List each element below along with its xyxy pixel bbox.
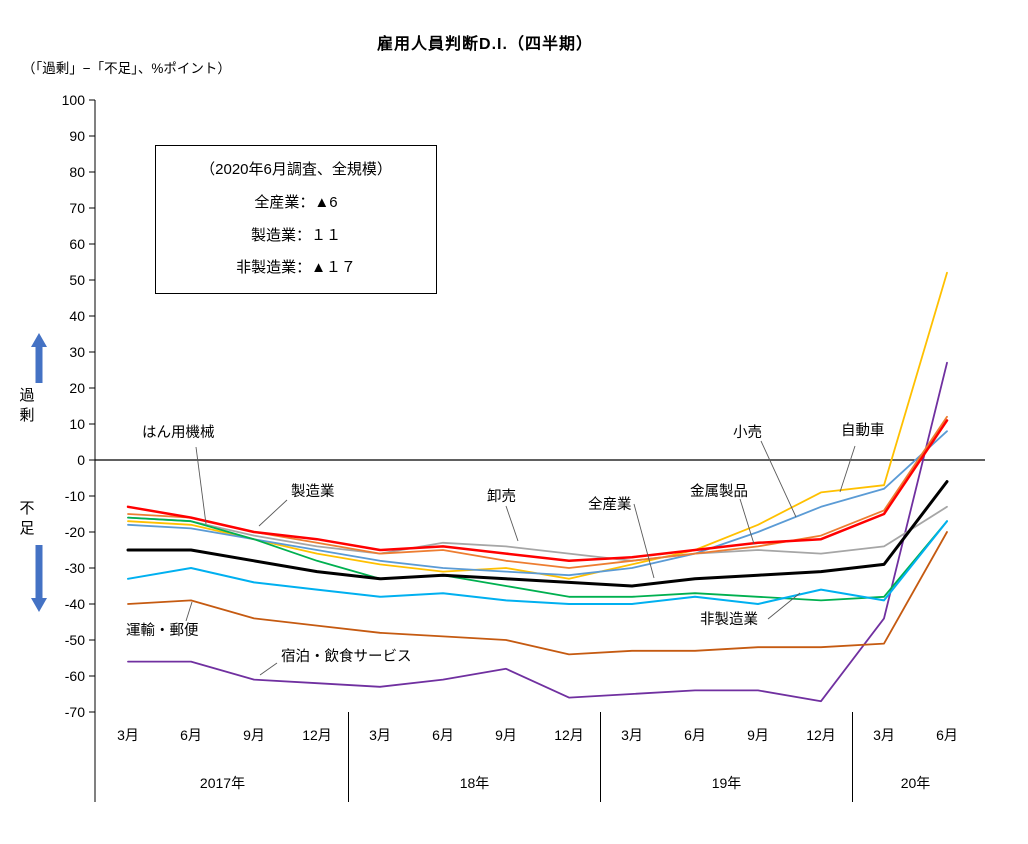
- y-tick-label: 70: [69, 200, 85, 216]
- series-label-retail: 小売: [733, 424, 762, 441]
- y-tick-label: -50: [65, 632, 85, 648]
- series-label-leader-all-industries: [633, 503, 655, 579]
- survey-callout-box: （2020年6月調査、全規模） 全産業：▲6 製造業：１１ 非製造業：▲１７: [155, 145, 437, 294]
- series-line-wholesale: [127, 505, 948, 562]
- series-line-non-manufacturing: [127, 520, 948, 605]
- excess-label: 過: [19, 387, 34, 404]
- x-year-label: 19年: [712, 775, 742, 791]
- x-tick-label: 3月: [873, 727, 895, 743]
- series-label-general-machinery: はん用機械: [142, 424, 215, 441]
- x-tick-label: 12月: [806, 727, 836, 743]
- series-line-all-industries: [126, 480, 949, 588]
- y-tick-label: 80: [69, 164, 85, 180]
- callout-line-non-manufacturing: 非製造業：▲１７: [236, 259, 356, 277]
- series-line-general-machinery: [127, 516, 948, 602]
- series-label-automobile: 自動車: [841, 422, 885, 439]
- series-line-manufacturing: [126, 419, 949, 563]
- x-tick-label: 9月: [747, 727, 769, 743]
- series-line-automobile: [127, 271, 948, 580]
- x-tick-label: 6月: [180, 727, 202, 743]
- series-label-all-industries: 全産業: [588, 495, 632, 513]
- x-tick-label: 6月: [684, 727, 706, 743]
- series-label-non-manufacturing: 非製造業: [700, 611, 758, 628]
- series-label-wholesale: 卸売: [487, 488, 516, 505]
- series-label-leader-non-manufacturing: [767, 592, 801, 620]
- x-tick-label: 6月: [432, 727, 454, 743]
- x-tick-label: 12月: [554, 727, 584, 743]
- y-tick-label: 20: [69, 380, 85, 396]
- callout-header: （2020年6月調査、全規模）: [200, 161, 392, 179]
- x-year-label: 2017年: [200, 775, 245, 791]
- callout-line-all-industries: 全産業：▲6: [254, 193, 338, 211]
- series-label-leader-retail: [760, 440, 797, 518]
- series-label-leader-wholesale: [505, 505, 519, 542]
- series-label-leader-manufacturing: [258, 499, 288, 527]
- y-tick-label: 30: [69, 344, 85, 360]
- callout-line-manufacturing: 製造業：１１: [250, 226, 341, 244]
- shortage-down-arrow-icon: [31, 545, 47, 612]
- y-tick-label: -20: [65, 524, 85, 540]
- y-tick-label: -10: [65, 488, 85, 504]
- series-line-retail: [127, 430, 948, 577]
- series-label-transport-postal: 運輸・郵便: [126, 622, 199, 639]
- x-tick-label: 9月: [243, 727, 265, 743]
- x-tick-label: 9月: [495, 727, 517, 743]
- y-tick-label: 90: [69, 128, 85, 144]
- y-tick-label: -30: [65, 560, 85, 576]
- x-tick-label: 12月: [302, 727, 332, 743]
- series-label-leader-transport-postal: [185, 601, 193, 622]
- series-label-manufacturing: 製造業: [291, 483, 335, 500]
- series-line-transport-postal: [127, 531, 948, 656]
- excess-up-arrow-icon: [31, 333, 47, 383]
- series-label-leader-metal-products: [739, 498, 755, 545]
- x-year-label: 18年: [460, 775, 490, 791]
- series-label-metal-products: 金属製品: [690, 483, 748, 500]
- x-tick-label: 3月: [369, 727, 391, 743]
- y-tick-label: 50: [69, 272, 85, 288]
- series-label-accommodation-food-services: 宿泊・飲食サービス: [281, 648, 412, 665]
- x-tick-label: 3月: [621, 727, 643, 743]
- shortage-label: 足: [19, 520, 34, 537]
- x-year-label: 20年: [901, 775, 931, 791]
- series-label-leader-automobile: [839, 445, 856, 493]
- series-label-leader-accommodation-food-services: [259, 662, 278, 676]
- excess-label: 剰: [19, 407, 34, 424]
- shortage-label: 不: [19, 500, 34, 517]
- y-tick-label: -70: [65, 704, 85, 720]
- y-tick-label: 100: [62, 92, 86, 108]
- y-tick-label: -40: [65, 596, 85, 612]
- x-tick-label: 3月: [117, 727, 139, 743]
- y-tick-label: -60: [65, 668, 85, 684]
- chart-title: 雇用人員判断D.I.（四半期）: [377, 36, 593, 53]
- y-tick-label: 60: [69, 236, 85, 252]
- series-line-accommodation-food-services: [127, 361, 948, 703]
- y-tick-label: 0: [77, 452, 85, 468]
- y-tick-label: 40: [69, 308, 85, 324]
- series-label-leader-general-machinery: [195, 446, 207, 525]
- x-tick-label: 6月: [936, 727, 958, 743]
- y-tick-label: 10: [69, 416, 85, 432]
- axis-unit-note: （「過剰」−「不足」、%ポイント）: [22, 61, 231, 76]
